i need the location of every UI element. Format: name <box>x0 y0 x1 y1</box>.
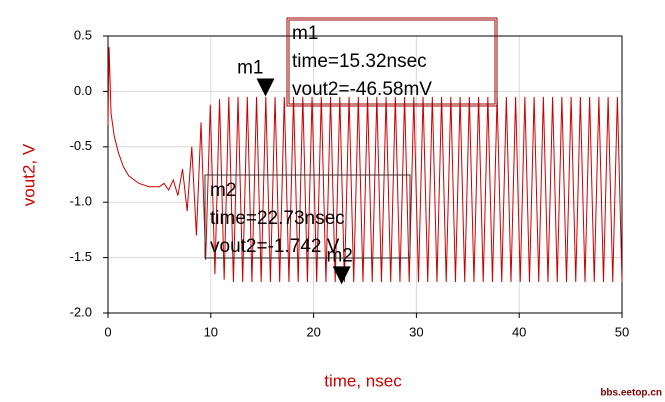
y-axis-label: vout2, V <box>19 143 38 206</box>
x-tick-label: 10 <box>204 324 218 339</box>
data-line <box>107 47 623 282</box>
marker-text: vout2=-46.58mV <box>292 79 432 100</box>
watermark: bbs.eetop.cn <box>600 388 662 399</box>
x-tick-label: 40 <box>512 324 526 339</box>
marker-box <box>204 174 411 259</box>
marker-triangle <box>256 78 275 97</box>
y-tick-label: -2.0 <box>70 304 92 319</box>
x-tick-label: 20 <box>306 324 320 339</box>
marker-text: time=22.73nsec <box>210 208 345 229</box>
x-tick-label: 0 <box>104 324 111 339</box>
y-tick-label: -1.5 <box>70 249 92 264</box>
marker-triangle <box>332 266 351 285</box>
marker-name: m1 <box>237 58 263 79</box>
marker-box-inner <box>288 19 496 105</box>
x-tick-label: 50 <box>615 324 629 339</box>
marker-box <box>286 17 498 107</box>
y-tick-label: 0.0 <box>74 83 92 98</box>
plot-frame <box>107 35 623 314</box>
marker-text: m1 <box>292 23 318 44</box>
marker-text: vout2=-1.742 V <box>210 236 340 257</box>
x-axis-label: time, nsec <box>324 371 402 390</box>
y-tick-label: -0.5 <box>70 138 92 153</box>
marker-name: m2 <box>326 245 352 266</box>
marker-text: time=15.32nsec <box>292 51 427 72</box>
y-tick-label: 0.5 <box>74 27 92 42</box>
y-tick-label: -1.0 <box>70 194 92 209</box>
x-tick-label: 30 <box>409 324 423 339</box>
marker-text: m2 <box>210 180 236 201</box>
